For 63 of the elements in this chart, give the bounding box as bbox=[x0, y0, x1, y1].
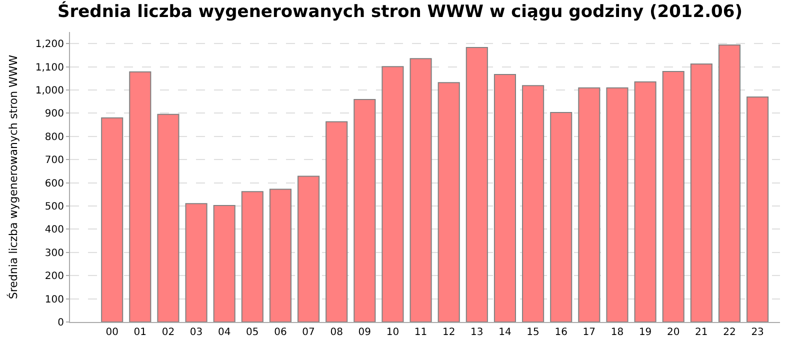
x-tick-label: 09 bbox=[358, 327, 372, 338]
bar bbox=[662, 70, 684, 322]
bar bbox=[634, 81, 656, 322]
x-tick-label: 04 bbox=[218, 327, 231, 338]
x-tick-label: 20 bbox=[666, 327, 680, 338]
bar bbox=[354, 99, 376, 322]
bar bbox=[241, 191, 264, 322]
y-tick-label: 1,100 bbox=[35, 62, 64, 74]
x-tick-label: 05 bbox=[246, 327, 259, 338]
bar bbox=[185, 203, 208, 322]
x-tick-label: 22 bbox=[723, 327, 736, 338]
y-tick-label: 100 bbox=[44, 294, 64, 306]
bar bbox=[382, 66, 404, 322]
x-tick-label: 08 bbox=[330, 327, 343, 338]
y-tick-label: 500 bbox=[44, 202, 64, 212]
x-tick-label: 21 bbox=[695, 327, 708, 338]
y-tick-label: 1,000 bbox=[35, 86, 64, 96]
bar bbox=[606, 87, 628, 322]
bar bbox=[157, 114, 180, 322]
x-tick-label: 02 bbox=[162, 327, 175, 338]
bar bbox=[746, 96, 769, 322]
bar bbox=[494, 74, 516, 322]
y-tick-label: 400 bbox=[44, 224, 64, 236]
bar bbox=[326, 121, 348, 322]
x-tick-label: 18 bbox=[610, 327, 624, 338]
x-tick-label: 01 bbox=[134, 327, 147, 338]
x-tick-label: 13 bbox=[470, 327, 484, 338]
y-tick-label: 300 bbox=[44, 248, 64, 259]
x-tick-label: 07 bbox=[302, 327, 315, 338]
y-tick-label: 600 bbox=[44, 178, 64, 190]
y-tick-label: 1,200 bbox=[35, 39, 64, 50]
chart-title: Średnia liczba wygenerowanych stron WWW w ciągu godziny (2012.06) bbox=[58, 1, 742, 22]
bar bbox=[410, 58, 432, 322]
x-tick-label: 00 bbox=[106, 327, 118, 338]
bar bbox=[550, 112, 572, 322]
y-tick-label: 700 bbox=[44, 155, 64, 166]
bar bbox=[213, 205, 236, 322]
x-tick-label: 11 bbox=[414, 327, 428, 338]
bar bbox=[690, 64, 712, 322]
x-tick-label: 14 bbox=[498, 327, 512, 338]
bar bbox=[718, 44, 741, 322]
y-tick-label: 200 bbox=[44, 271, 64, 282]
x-tick-label: 19 bbox=[638, 327, 652, 338]
x-tick-label: 12 bbox=[442, 327, 456, 338]
bar bbox=[438, 82, 460, 322]
bar bbox=[578, 87, 600, 322]
bar bbox=[466, 47, 488, 322]
bar bbox=[522, 85, 544, 322]
bar bbox=[269, 188, 292, 322]
x-tick-label: 10 bbox=[386, 327, 400, 338]
y-tick-label: 900 bbox=[44, 108, 64, 120]
y-tick-label: 0 bbox=[58, 318, 64, 328]
x-tick-label: 17 bbox=[582, 327, 596, 338]
x-tick-label: 15 bbox=[526, 327, 540, 338]
x-tick-label: 16 bbox=[554, 327, 568, 338]
y-tick-label: 800 bbox=[44, 132, 64, 143]
bar bbox=[101, 117, 124, 322]
x-tick-label: 03 bbox=[190, 327, 203, 338]
y-axis-title: Średnia liczba wygenerowanych stron WWW bbox=[6, 54, 20, 300]
bar bbox=[298, 176, 320, 322]
x-tick-label: 23 bbox=[751, 327, 764, 338]
bar bbox=[129, 71, 152, 322]
x-tick-label: 06 bbox=[274, 327, 287, 338]
